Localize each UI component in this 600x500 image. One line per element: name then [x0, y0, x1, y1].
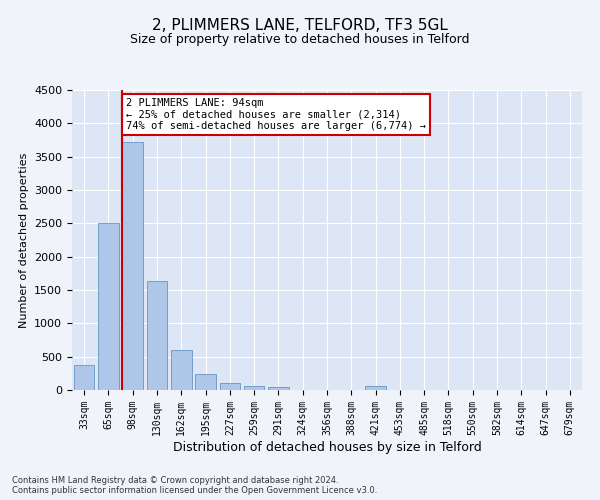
Bar	[74, 364, 94, 390]
Bar	[171, 350, 191, 390]
Bar	[268, 386, 289, 390]
Bar	[244, 386, 265, 390]
Bar	[146, 280, 167, 390]
Y-axis label: Number of detached properties: Number of detached properties	[19, 152, 29, 328]
Text: 2 PLIMMERS LANE: 94sqm
← 25% of detached houses are smaller (2,314)
74% of semi-: 2 PLIMMERS LANE: 94sqm ← 25% of detached…	[126, 98, 426, 131]
Text: Size of property relative to detached houses in Telford: Size of property relative to detached ho…	[130, 32, 470, 46]
Text: Contains HM Land Registry data © Crown copyright and database right 2024.
Contai: Contains HM Land Registry data © Crown c…	[12, 476, 377, 495]
Bar	[365, 386, 386, 390]
Bar	[122, 142, 143, 390]
Bar	[195, 374, 216, 390]
Bar	[220, 382, 240, 390]
Text: 2, PLIMMERS LANE, TELFORD, TF3 5GL: 2, PLIMMERS LANE, TELFORD, TF3 5GL	[152, 18, 448, 32]
X-axis label: Distribution of detached houses by size in Telford: Distribution of detached houses by size …	[173, 440, 481, 454]
Bar	[98, 224, 119, 390]
